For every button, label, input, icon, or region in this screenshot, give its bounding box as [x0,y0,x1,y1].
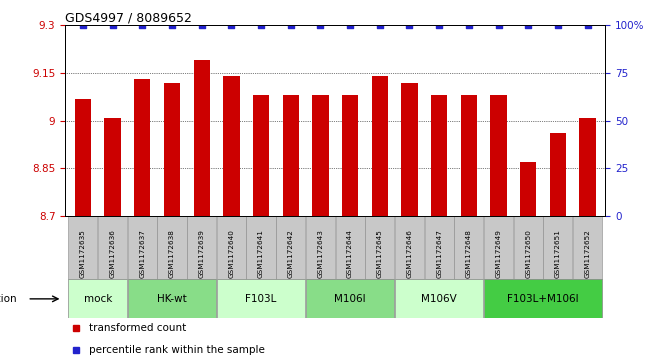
Point [345,23,355,28]
Point [167,23,177,28]
Bar [454,216,484,280]
Point [77,23,88,28]
Text: F103L: F103L [245,294,277,304]
Bar [579,118,596,216]
Bar [365,216,395,280]
Bar [335,216,365,280]
Bar [217,216,246,280]
Text: GSM1172646: GSM1172646 [406,229,413,278]
Bar [490,95,506,216]
Bar [549,134,566,216]
Text: GDS4997 / 8089652: GDS4997 / 8089652 [65,11,192,24]
Text: transformed count: transformed count [89,323,187,333]
Bar [544,216,572,280]
Bar [98,216,127,280]
Bar [283,95,299,216]
Text: M106I: M106I [335,294,366,304]
Text: GSM1172651: GSM1172651 [555,229,561,278]
Bar [276,216,305,280]
Bar [247,216,275,280]
Text: GSM1172636: GSM1172636 [109,229,116,278]
Bar [104,118,121,216]
Point [434,23,445,28]
Bar [342,95,358,216]
Text: GSM1172637: GSM1172637 [139,229,145,278]
Bar [75,98,91,216]
Point [404,23,415,28]
Text: GSM1172635: GSM1172635 [80,229,86,278]
Point [107,23,118,28]
Bar [484,216,513,280]
Point [137,23,148,28]
Point [464,23,474,28]
Text: GSM1172643: GSM1172643 [318,229,324,278]
Bar [306,216,335,280]
Bar [520,162,536,216]
Text: F103L+M106I: F103L+M106I [507,294,579,304]
Bar [187,216,216,280]
Bar [68,216,98,280]
Bar [128,216,157,280]
Text: HK-wt: HK-wt [157,294,187,304]
Text: GSM1172645: GSM1172645 [377,229,383,278]
Text: infection: infection [0,294,16,304]
Text: mock: mock [83,294,112,304]
Bar [158,216,187,280]
Point [256,23,266,28]
Bar [514,216,543,280]
Bar [372,76,388,216]
Text: GSM1172641: GSM1172641 [258,229,264,278]
Bar [484,280,602,318]
Point [523,23,533,28]
Text: GSM1172648: GSM1172648 [466,229,472,278]
Bar [253,95,270,216]
Bar [193,60,210,216]
Bar [68,280,127,318]
Text: GSM1172649: GSM1172649 [495,229,501,278]
Bar [164,83,180,216]
Text: GSM1172652: GSM1172652 [585,229,590,278]
Text: GSM1172640: GSM1172640 [229,229,234,278]
Point [286,23,296,28]
Bar [431,95,447,216]
Bar [217,280,305,318]
Bar [306,280,395,318]
Bar [461,95,477,216]
Bar [134,79,150,216]
Text: GSM1172638: GSM1172638 [169,229,175,278]
Point [493,23,504,28]
Point [226,23,236,28]
Bar [223,76,240,216]
Point [315,23,326,28]
Text: M106V: M106V [421,294,457,304]
Text: GSM1172644: GSM1172644 [347,229,353,278]
Bar [395,216,424,280]
Bar [312,95,329,216]
Text: GSM1172647: GSM1172647 [436,229,442,278]
Bar [573,216,602,280]
Point [553,23,563,28]
Bar [395,280,484,318]
Bar [424,216,454,280]
Point [583,23,593,28]
Text: percentile rank within the sample: percentile rank within the sample [89,345,266,355]
Text: GSM1172650: GSM1172650 [525,229,531,278]
Point [374,23,385,28]
Bar [401,83,418,216]
Text: GSM1172639: GSM1172639 [199,229,204,278]
Bar [128,280,216,318]
Text: GSM1172642: GSM1172642 [288,229,294,278]
Point [197,23,207,28]
